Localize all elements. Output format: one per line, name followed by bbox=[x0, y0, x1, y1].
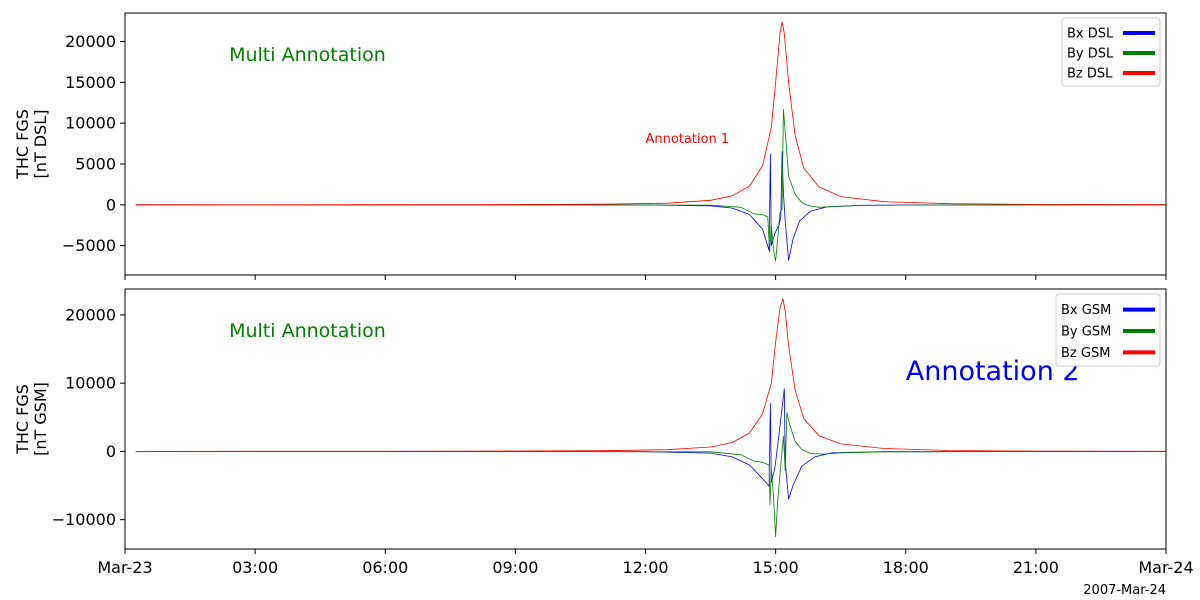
legend-box bbox=[1055, 293, 1161, 367]
annotation: Annotation 2 bbox=[906, 356, 1080, 387]
y-tick-label: 10000 bbox=[65, 114, 116, 133]
y-axis-label-line: [nT DSL] bbox=[31, 110, 50, 179]
x-tick-label: Mar-23 bbox=[97, 558, 152, 577]
y-tick-label: 0 bbox=[106, 195, 116, 214]
series-line-bz-dsl bbox=[135, 21, 1167, 206]
x-axis: Mar-23 03:00 06:00 09:00 12:00 15:00 18:00 21:0… bbox=[97, 558, 1193, 577]
x-tick-label: Mar-24 bbox=[1138, 558, 1193, 577]
date-label: 2007-Mar-24 bbox=[1083, 583, 1166, 598]
panel-bottom: −10000 0 10000 20000 THC FGS[nT GSM] Multi An… bbox=[13, 288, 1167, 554]
legend-label: By GSM bbox=[1061, 325, 1111, 340]
x-tick-label: 12:00 bbox=[622, 558, 668, 577]
y-tick-label: 0 bbox=[106, 442, 116, 461]
legend-label: By DSL bbox=[1067, 47, 1114, 62]
plot-frame bbox=[124, 12, 1167, 276]
legend-label: Bx DSL bbox=[1067, 27, 1114, 42]
series-line-bx-gsm bbox=[135, 388, 1167, 500]
y-tick-label: 10000 bbox=[65, 374, 116, 393]
y-axis-label-line: [nT GSM] bbox=[31, 382, 50, 456]
annotation: Multi Annotation bbox=[229, 44, 386, 66]
y-axis-label-line: THC FGS bbox=[13, 109, 32, 180]
x-tick-label: 15:00 bbox=[753, 558, 799, 577]
plot-frame bbox=[124, 288, 1167, 550]
y-axis-label-line: THC FGS bbox=[13, 384, 32, 455]
legend-label: Bz DSL bbox=[1067, 67, 1113, 82]
y-tick-label: 20000 bbox=[65, 32, 116, 51]
legend-label: Bz GSM bbox=[1061, 346, 1110, 361]
series-line-bz-gsm bbox=[135, 298, 1167, 452]
x-tick-label: 03:00 bbox=[232, 558, 278, 577]
x-tick-label: 18:00 bbox=[883, 558, 929, 577]
x-tick-label: 06:00 bbox=[362, 558, 408, 577]
series-line-bx-dsl bbox=[135, 151, 1167, 261]
y-tick-label: 20000 bbox=[65, 305, 116, 324]
y-tick-label: −10000 bbox=[52, 510, 116, 529]
y-tick-label: −5000 bbox=[62, 236, 116, 255]
annotation: Annotation 1 bbox=[646, 132, 730, 147]
x-tick-label: 09:00 bbox=[492, 558, 538, 577]
y-tick-label: 15000 bbox=[65, 73, 116, 92]
series-line-by-gsm bbox=[135, 412, 1167, 538]
legend-label: Bx GSM bbox=[1061, 303, 1111, 318]
series-line-by-dsl bbox=[135, 108, 1167, 262]
y-axis-label: THC FGS[nT DSL] bbox=[13, 109, 50, 180]
y-axis-label: THC FGS[nT GSM] bbox=[13, 382, 50, 456]
annotation: Multi Annotation bbox=[229, 320, 386, 342]
panel-top: −5000 0 5000 10000 15000 20000 THC FGS[nT DSL]… bbox=[13, 12, 1167, 280]
y-tick-label: 5000 bbox=[75, 154, 116, 173]
x-tick-label: 21:00 bbox=[1013, 558, 1059, 577]
